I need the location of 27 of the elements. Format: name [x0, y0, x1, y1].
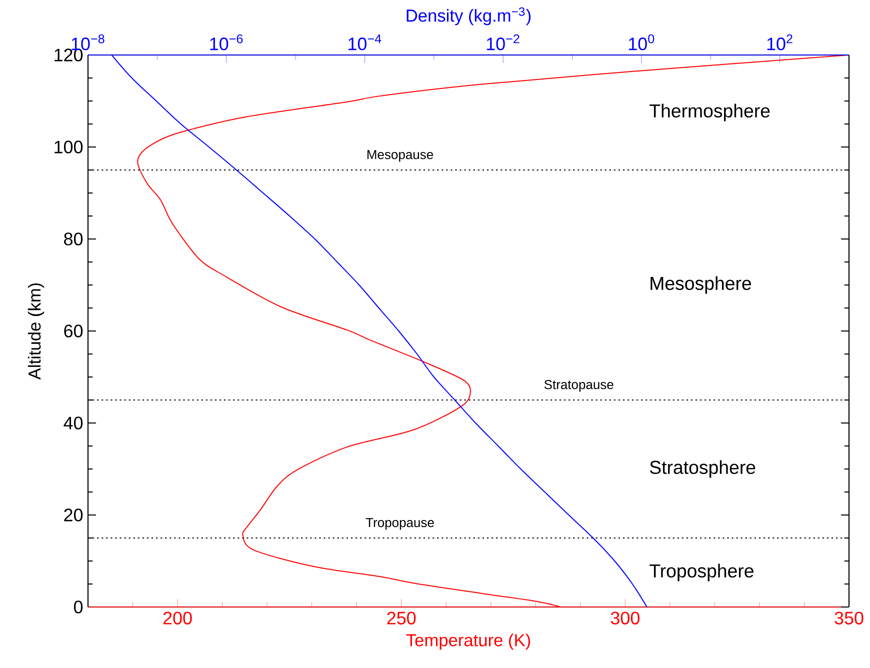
y-tick-label: 100 [54, 140, 83, 154]
x2-tick-label: 10$^{−2}$ [486, 34, 520, 50]
y-tick-label: 20 [64, 508, 83, 522]
y-tick-label: 80 [64, 232, 83, 246]
x2-tick-label: 10$^{−8}$ [72, 34, 104, 50]
x-axis-title: Temperature (K) [406, 634, 530, 650]
x2-tick-label: 10$^{−4}$ [348, 34, 382, 50]
y-axis-title: Altitude (km) [28, 283, 44, 380]
annotation: Thermosphere [650, 104, 770, 122]
x2-tick-label: 10$^{2}$ [767, 34, 792, 50]
x-tick-label: 250 [387, 612, 416, 624]
ref-line-label: Tropopause [366, 518, 434, 530]
ref-line-label: Mesopause [367, 150, 434, 162]
annotation: Mesosphere [650, 276, 752, 294]
y-tick-label: 40 [64, 416, 83, 430]
x2-tick-label: 10$^{−6}$ [210, 34, 243, 50]
ref-line-label: Stratopause [544, 380, 614, 392]
x2-tick-label: 10$^{0}$ [628, 34, 654, 50]
x-tick-label: 200 [163, 612, 192, 624]
y-tick-label: 60 [64, 324, 83, 338]
x-tick-label: 350 [834, 612, 864, 624]
y-tick-label: 120 [54, 48, 83, 62]
annotation: Stratosphere [650, 460, 756, 478]
y-tick-label: 0 [74, 600, 83, 614]
x-tick-label: 300 [610, 612, 640, 624]
x2-axis-title: Density (kg.m$^{−3}$) [406, 7, 531, 26]
annotation: Troposphere [650, 564, 754, 582]
